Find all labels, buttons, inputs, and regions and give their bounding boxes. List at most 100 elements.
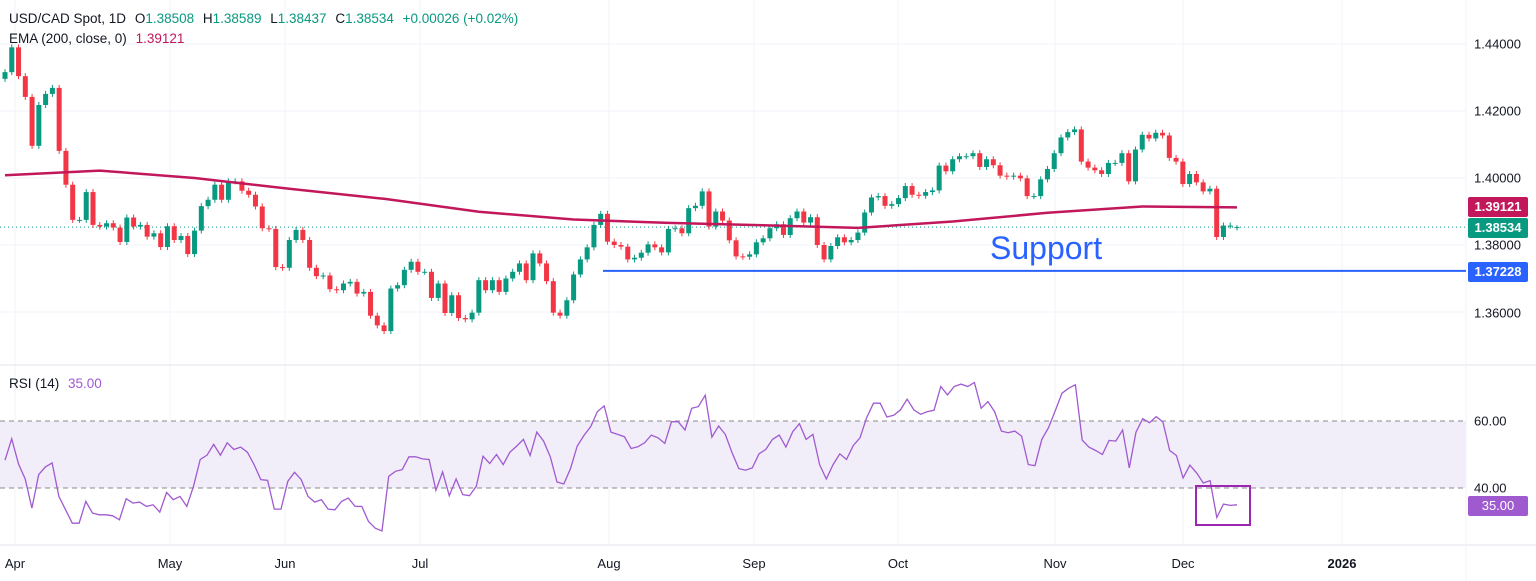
rsi-line[interactable]	[4, 381, 1238, 532]
candle-body	[185, 235, 191, 255]
price-tick: 1.44000	[1474, 36, 1521, 52]
candle-body	[794, 211, 800, 219]
candle-body	[577, 259, 583, 275]
candle-body	[564, 300, 570, 316]
candle-body	[855, 232, 861, 240]
candle-body	[720, 211, 726, 221]
candle-body	[110, 223, 116, 228]
candle-body	[984, 159, 990, 167]
candle-body	[814, 217, 820, 245]
candle-body	[835, 237, 841, 247]
candle-body	[1065, 132, 1071, 138]
candle-body	[1193, 173, 1199, 183]
candle-body	[83, 192, 89, 220]
price-tick: 1.42000	[1474, 103, 1521, 119]
candle-body	[780, 224, 786, 235]
candle-body	[557, 312, 563, 316]
candle-body	[1044, 168, 1050, 180]
candle-body	[923, 192, 929, 196]
candle-body	[1085, 161, 1091, 168]
symbol-legend: USD/CAD Spot, 1D O1.38508 H1.38589 L1.38…	[9, 11, 523, 26]
high-value: H1.38589	[202, 11, 262, 26]
candle-body	[889, 204, 895, 206]
support-price-badge: 1.37228	[1468, 262, 1528, 282]
candle-body	[510, 271, 516, 279]
candle-body	[1072, 129, 1078, 133]
time-tick: Jul	[411, 556, 429, 571]
candle-body	[29, 96, 35, 146]
ema-legend[interactable]: EMA (200, close, 0) 1.39121	[9, 31, 189, 46]
time-tick: Jun	[274, 556, 296, 571]
candle-body	[219, 184, 225, 200]
rsi-legend[interactable]: RSI (14) 35.00	[9, 376, 107, 391]
candle-body	[821, 245, 827, 260]
candle-body	[151, 233, 157, 237]
rsi-highlight-box	[1195, 485, 1251, 526]
open-value: O1.38508	[134, 11, 195, 26]
rsi-value-badge: 35.00	[1468, 496, 1528, 516]
candle-body	[381, 325, 387, 332]
candle-body	[198, 206, 204, 231]
candle-body	[171, 226, 177, 240]
candle-body	[760, 238, 766, 243]
candle-body	[1220, 225, 1226, 237]
candle-body	[158, 233, 164, 248]
candle-body	[584, 247, 590, 260]
ema-line[interactable]	[4, 169, 1238, 230]
candle-body	[225, 181, 231, 200]
candle-body	[956, 156, 962, 160]
candle-body	[307, 239, 313, 268]
candle-body	[334, 289, 340, 291]
candle-body	[1153, 132, 1159, 139]
candle-body	[679, 228, 685, 234]
candle-body	[273, 228, 279, 268]
candle-body	[449, 295, 455, 314]
candle-body	[808, 217, 814, 223]
candle-body	[1166, 135, 1172, 158]
support-annotation[interactable]: Support	[990, 230, 1103, 266]
candle-body	[469, 312, 475, 320]
rsi-value: 35.00	[68, 376, 102, 391]
candle-body	[1099, 170, 1105, 174]
candle-body	[604, 213, 610, 242]
candle-body	[1132, 149, 1138, 182]
candle-body	[56, 87, 62, 151]
candles	[2, 44, 1240, 335]
candle-body	[632, 257, 638, 260]
candle-body	[395, 285, 401, 289]
candle-body	[22, 76, 28, 97]
candle-body	[327, 275, 333, 290]
candle-body	[340, 283, 346, 291]
candle-body	[117, 227, 123, 242]
candle-body	[1017, 175, 1023, 179]
price-tick: 1.40000	[1474, 170, 1521, 186]
time-tick: 2026	[1327, 556, 1357, 571]
grid	[0, 0, 1466, 545]
ema-label: EMA (200, close, 0)	[9, 31, 127, 46]
candle-body	[652, 244, 658, 248]
candle-body	[212, 184, 218, 200]
candle-body	[1214, 188, 1220, 237]
candle-body	[266, 228, 272, 230]
candle-body	[1051, 153, 1057, 169]
candle-body	[1004, 175, 1010, 177]
candle-body	[428, 271, 434, 298]
candle-body	[361, 291, 367, 294]
candle-body	[496, 280, 502, 292]
candle-body	[1112, 162, 1118, 164]
candle-body	[422, 271, 428, 273]
candle-body	[706, 191, 712, 227]
time-tick: Sep	[742, 556, 766, 571]
rsi-tick: 40.00	[1474, 480, 1507, 496]
candle-body	[313, 267, 319, 277]
candle-body	[144, 224, 150, 237]
time-tick: Nov	[1043, 556, 1067, 571]
candle-body	[1227, 225, 1233, 227]
candle-body	[523, 263, 529, 281]
time-tick: Apr	[4, 556, 26, 571]
candle-body	[747, 254, 753, 257]
candle-body	[90, 192, 96, 225]
candle-body	[1200, 182, 1206, 192]
candle-body	[1173, 157, 1179, 162]
